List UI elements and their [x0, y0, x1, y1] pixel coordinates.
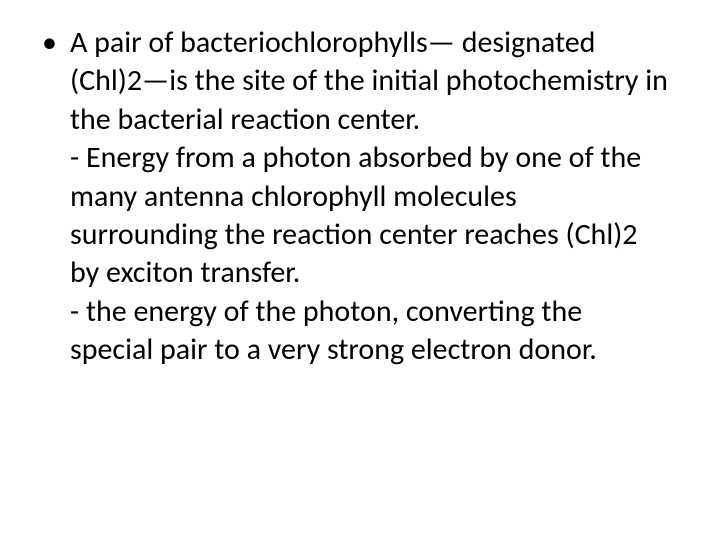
bullet-sub-text: - the energy of the photon, converting t… — [70, 293, 668, 370]
bullet-main-text: A pair of bacteriochlorophylls— designat… — [70, 24, 668, 138]
bullet-list: A pair of bacteriochlorophylls— designat… — [36, 24, 668, 370]
slide: A pair of bacteriochlorophylls— designat… — [0, 0, 720, 540]
bullet-sub-text: - Energy from a photon absorbed by one o… — [70, 139, 668, 293]
list-item: A pair of bacteriochlorophylls— designat… — [36, 24, 668, 370]
